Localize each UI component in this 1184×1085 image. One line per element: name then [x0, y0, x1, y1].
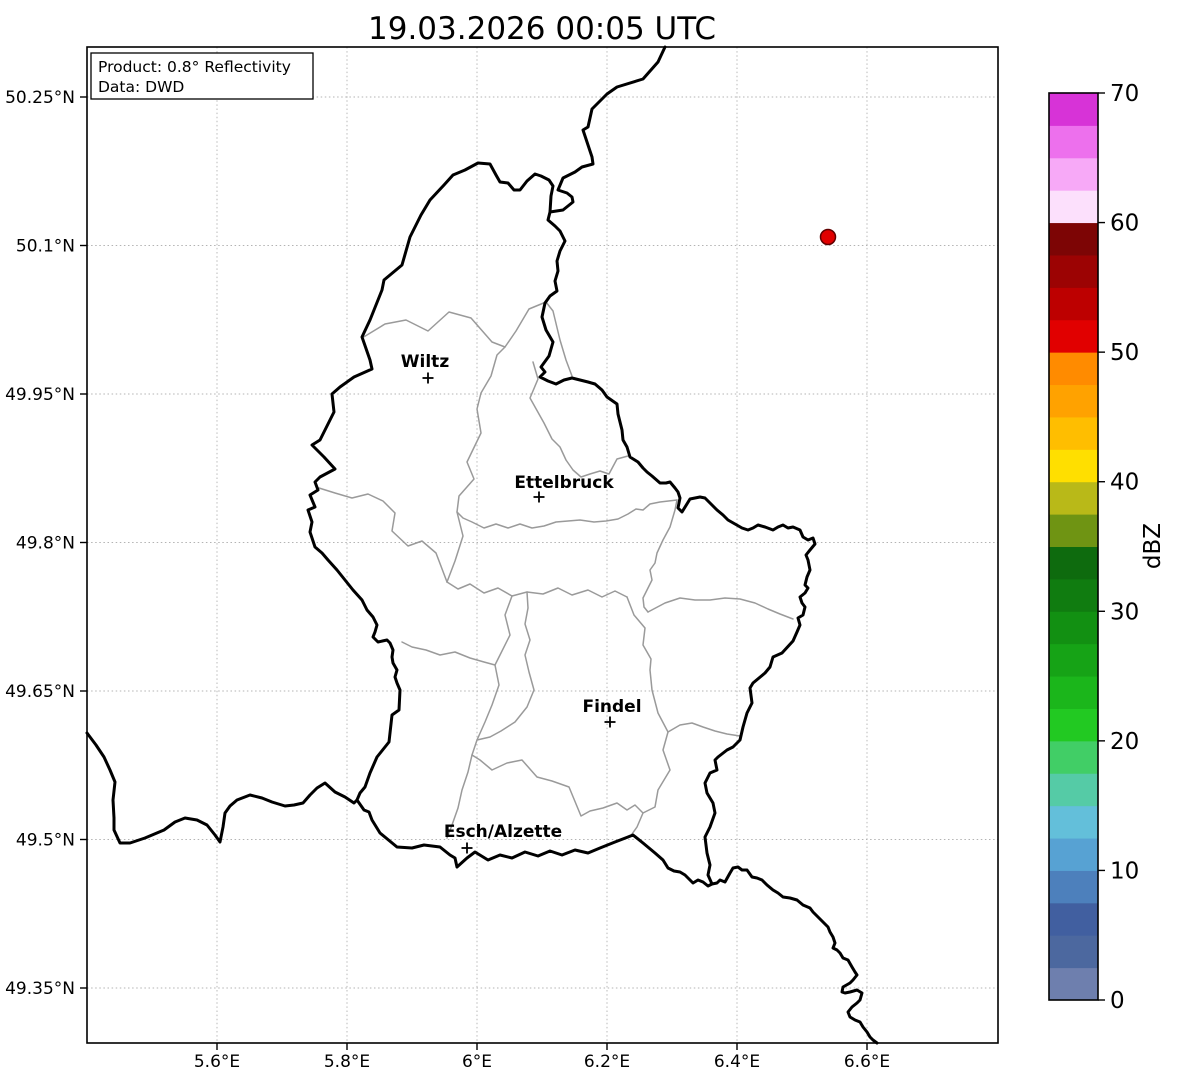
district-borders	[318, 301, 794, 839]
figure-title: 19.03.2026 00:05 UTC	[368, 11, 716, 47]
y-tick-label: 49.5°N	[16, 831, 75, 851]
colorbar-band	[1049, 611, 1098, 645]
y-tick-label: 49.8°N	[16, 534, 75, 554]
colorbar-band	[1049, 157, 1098, 191]
colorbar-band	[1049, 481, 1098, 515]
x-tick-label: 6.4°E	[714, 1052, 760, 1072]
colorbar-band	[1049, 643, 1098, 677]
district-border-line	[529, 361, 629, 478]
colorbar-band	[1049, 708, 1098, 742]
district-border-line	[626, 596, 671, 835]
y-tick-label: 50.1°N	[16, 237, 75, 257]
x-axis-ticks: 5.6°E 5.8°E 6°E 6.2°E 6.4°E 6.6°E	[194, 1043, 890, 1072]
district-border-line	[471, 754, 644, 817]
colorbar: 0 10 20 30 40 50 60 70	[1048, 81, 1139, 1014]
city-label: Findel	[582, 697, 641, 717]
colorbar-band	[1049, 805, 1098, 839]
colorbar-band	[1049, 935, 1098, 969]
district-border-line	[446, 581, 628, 598]
city-label: Wiltz	[401, 352, 450, 372]
product-info-box-frame	[90, 52, 314, 100]
colorbar-band	[1049, 676, 1098, 709]
district-border-line	[476, 591, 535, 741]
city-label: Ettelbruck	[514, 473, 614, 493]
city-findel: Findel	[582, 697, 642, 728]
y-tick-label: 49.95°N	[5, 385, 75, 405]
colorbar-band	[1049, 546, 1098, 580]
colorbar-band	[1049, 740, 1098, 774]
colorbar-tick-label: 0	[1110, 988, 1125, 1014]
colorbar-band	[1049, 870, 1098, 904]
district-border-line	[401, 641, 496, 666]
colorbar-band	[1049, 967, 1098, 1001]
colorbar-band	[1049, 902, 1098, 936]
y-tick-label: 49.35°N	[5, 979, 75, 999]
colorbar-band	[1049, 578, 1098, 612]
product-info-line2: Data: DWD	[98, 78, 184, 96]
map-frame	[86, 46, 999, 1044]
y-tick-label: 49.65°N	[5, 682, 75, 702]
district-border-line	[647, 597, 794, 620]
colorbar-band	[1049, 384, 1098, 418]
colorbar-band	[1049, 773, 1098, 807]
district-border-line	[456, 499, 678, 529]
colorbar-tick-label: 50	[1110, 340, 1139, 366]
colorbar-tick-label: 10	[1110, 858, 1139, 884]
district-border-line	[667, 722, 741, 737]
colorbar-band	[1049, 287, 1098, 321]
colorbar-band	[1049, 449, 1098, 483]
city-label: Esch/Alzette	[444, 822, 562, 842]
y-tick-label: 50.25°N	[5, 88, 75, 108]
district-border-line	[318, 487, 448, 583]
colorbar-band	[1049, 838, 1098, 871]
district-border-line	[446, 346, 506, 583]
colorbar-tick-label: 40	[1110, 470, 1139, 496]
france-belgium-border	[85, 731, 359, 845]
colorbar-tick-label: 60	[1110, 211, 1139, 237]
x-tick-label: 5.6°E	[194, 1052, 240, 1072]
city-wiltz: Wiltz	[401, 352, 450, 384]
product-info-line1: Product: 0.8° Reflectivity	[98, 58, 291, 76]
radar-echo-layer	[819, 228, 837, 246]
colorbar-band	[1049, 222, 1098, 256]
district-border-line	[446, 595, 513, 839]
colorbar-tick-label: 30	[1110, 599, 1139, 625]
radar-echo-dot	[819, 228, 837, 246]
colorbar-band	[1049, 125, 1098, 159]
colorbar-frame	[1048, 92, 1099, 1001]
city-esch-alzette: Esch/Alzette	[444, 822, 562, 854]
colorbar-band	[1049, 319, 1098, 353]
colorbar-band	[1049, 352, 1098, 386]
colorbar-band	[1049, 514, 1098, 547]
colorbar-band	[1049, 93, 1098, 126]
city-ettelbruck: Ettelbruck	[514, 473, 614, 503]
y-axis-ticks: 50.25°N 50.1°N 49.95°N 49.8°N 49.65°N 49.5°N 4…	[5, 88, 87, 999]
city-layer: Wiltz Ettelbruck Findel Esch/Alzette	[401, 352, 642, 854]
district-border-line	[642, 499, 678, 613]
colorbar-band	[1049, 254, 1098, 288]
colorbar-band	[1049, 416, 1098, 450]
colorbar-band	[1049, 190, 1098, 224]
x-tick-label: 6°E	[462, 1052, 492, 1072]
france-germany-border	[710, 865, 879, 1045]
x-tick-label: 6.2°E	[584, 1052, 630, 1072]
product-info-box: Product: 0.8° Reflectivity Data: DWD	[90, 52, 314, 100]
colorbar-axis-label: dBZ	[1140, 523, 1166, 569]
belgium-germany-border	[548, 45, 667, 214]
luxembourg-border	[306, 161, 817, 888]
colorbar-tick-label: 70	[1110, 81, 1139, 107]
colorbar-tick-label: 20	[1110, 729, 1139, 755]
country-borders	[85, 45, 879, 1045]
x-tick-label: 6.6°E	[844, 1052, 890, 1072]
x-tick-label: 5.8°E	[324, 1052, 370, 1072]
